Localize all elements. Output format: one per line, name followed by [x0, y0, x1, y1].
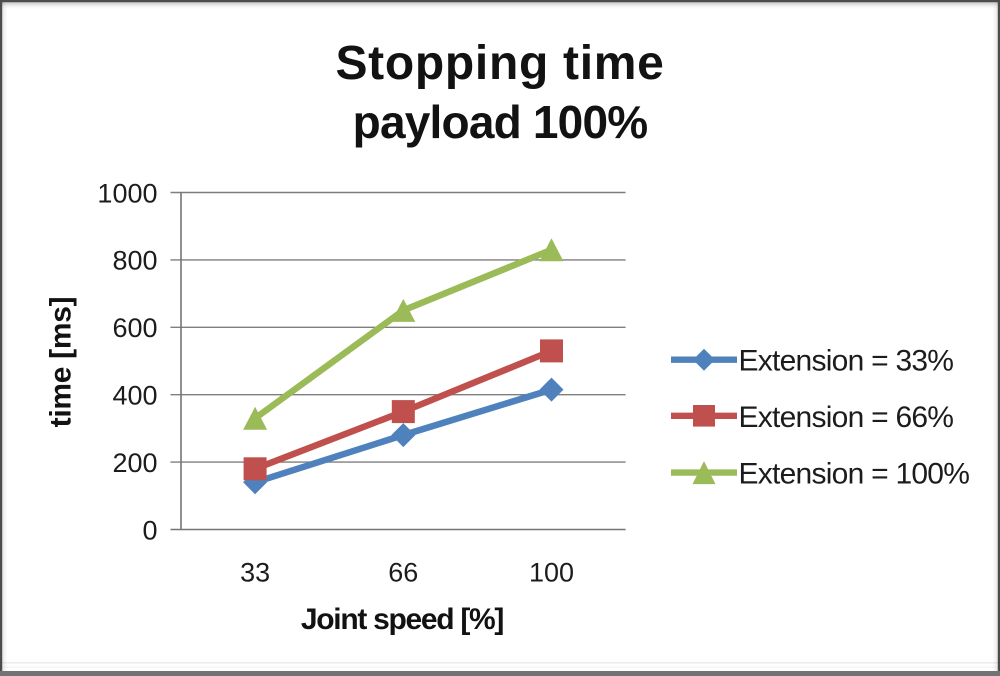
svg-text:time [ms]: time [ms] [45, 297, 78, 428]
svg-text:33: 33 [240, 558, 270, 588]
svg-text:payload 100%: payload 100% [353, 96, 648, 148]
svg-text:Extension = 33%: Extension = 33% [739, 345, 954, 378]
svg-text:66: 66 [388, 558, 418, 588]
svg-text:600: 600 [112, 313, 157, 343]
svg-text:Joint speed [%]: Joint speed [%] [301, 603, 503, 636]
svg-text:Stopping time: Stopping time [335, 37, 664, 90]
svg-text:Extension = 100%: Extension = 100% [739, 458, 970, 491]
svg-text:200: 200 [112, 448, 157, 478]
svg-text:Extension = 66%: Extension = 66% [739, 401, 954, 434]
svg-text:0: 0 [142, 515, 157, 545]
svg-text:400: 400 [112, 381, 157, 411]
svg-text:800: 800 [112, 246, 157, 276]
svg-text:100: 100 [529, 558, 574, 588]
svg-text:1000: 1000 [97, 178, 157, 208]
